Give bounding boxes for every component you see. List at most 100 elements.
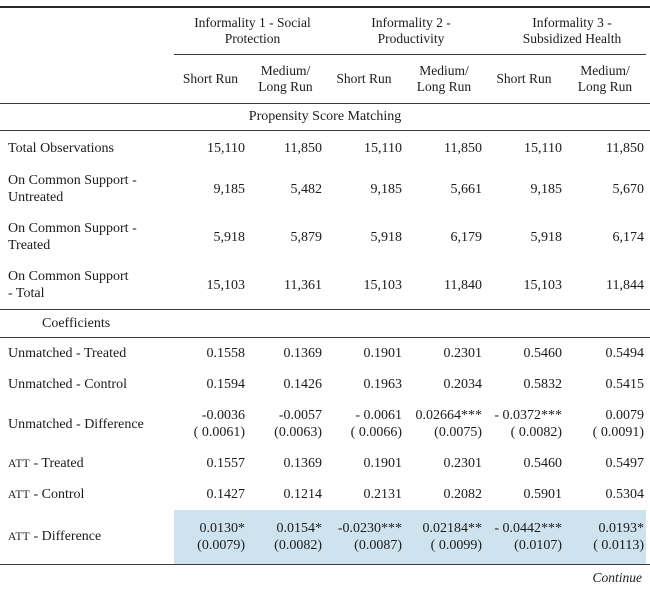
standard-error: (0.0082) (274, 538, 322, 553)
value-cell: 0.5901 (484, 479, 564, 510)
standard-error: ( 0.0099) (430, 538, 482, 553)
value: 0.1427 (206, 487, 246, 502)
value-cell: 0.02184** ( 0.0099) (404, 510, 484, 564)
divider (0, 103, 650, 104)
value: 0.5460 (523, 346, 563, 361)
value-cell: - 0.0442*** (0.0107) (484, 510, 564, 564)
value: 5,670 (612, 181, 645, 197)
value: 15,110 (207, 140, 245, 156)
value-cell: 5,918 (324, 213, 404, 261)
value-cell: 0.1901 (324, 448, 404, 479)
value-cell: 15,110 (324, 131, 404, 165)
value: 0.1963 (363, 377, 403, 392)
value-cell: 11,361 (247, 261, 324, 309)
value-cell: 5,879 (247, 213, 324, 261)
value: 5,918 (213, 229, 246, 245)
value: 0.5901 (523, 487, 563, 502)
divider (0, 337, 650, 338)
value: 15,103 (363, 277, 403, 293)
value-cell: 11,850 (404, 131, 484, 165)
standard-error: (0.0075) (434, 425, 482, 440)
value: 0.5497 (605, 456, 645, 471)
section-title-psm: Propensity Score Matching (248, 109, 402, 124)
row-label-smallcaps: ATT (8, 531, 30, 543)
value: 0.5832 (523, 377, 563, 392)
value-cell: 0.5497 (564, 448, 646, 479)
value-cell: 0.1963 (324, 369, 404, 400)
row-label: On Common Support - Untreated (8, 173, 137, 205)
table-row: On Common Support - Treated 5,918 5,879 5,9… (0, 213, 650, 261)
value: 0.1214 (283, 487, 323, 502)
value-cell: 0.2082 (404, 479, 484, 510)
value-cell: 0.2131 (324, 479, 404, 510)
row-label: ATT - Control (8, 486, 85, 502)
value-cell: 0.5304 (564, 479, 646, 510)
value: 0.2301 (443, 456, 483, 471)
value: 11,850 (606, 140, 644, 156)
standard-error: ( 0.0082) (510, 425, 562, 440)
value-cell: 5,670 (564, 165, 646, 213)
value: -0.0036 (201, 408, 245, 423)
value: -0.0230*** (337, 521, 402, 536)
value: 0.1426 (283, 377, 323, 392)
value-cell: 0.5460 (484, 338, 564, 369)
value-cell: 15,103 (484, 261, 564, 309)
row-label: Total Observations (8, 140, 114, 156)
value-cell: 0.0079 ( 0.0091) (564, 400, 646, 448)
value: 11,361 (284, 277, 322, 293)
table-bottom-rule (0, 564, 650, 565)
value: 0.02664*** (415, 408, 483, 423)
value-cell: -0.0036 ( 0.0061) (174, 400, 247, 448)
value-cell: 0.5494 (564, 338, 646, 369)
value: 11,840 (444, 277, 482, 293)
value-cell: 11,844 (564, 261, 646, 309)
value: 0.1901 (363, 346, 403, 361)
value-cell: 0.1369 (247, 338, 324, 369)
value-cell: 11,840 (404, 261, 484, 309)
standard-error: ( 0.0113) (593, 538, 644, 553)
value-cell: 5,661 (404, 165, 484, 213)
value-cell: 9,185 (174, 165, 247, 213)
value-cell: 0.1901 (324, 338, 404, 369)
value-cell: 15,110 (174, 131, 247, 165)
value: 9,185 (370, 181, 403, 197)
value: 0.5460 (523, 456, 563, 471)
value-cell: 5,482 (247, 165, 324, 213)
table-row: ATT - Difference 0.0130* (0.0079) 0.0154* (0… (0, 510, 650, 564)
table-row: On Common Support - Untreated 9,185 5,482 9… (0, 165, 650, 213)
value: 5,661 (450, 181, 483, 197)
value-cell: 0.0154* (0.0082) (247, 510, 324, 564)
value: 0.1901 (363, 456, 403, 471)
value-cell: 0.1426 (247, 369, 324, 400)
row-label: Unmatched - Control (8, 377, 127, 392)
table-row: Total Observations 15,110 11,850 15,110 11,8… (0, 131, 650, 165)
value-cell: - 0.0372*** ( 0.0082) (484, 400, 564, 448)
value: 6,174 (612, 229, 645, 245)
value-cell: 0.02664*** (0.0075) (404, 400, 484, 448)
value-cell: 0.1594 (174, 369, 247, 400)
value: 0.0079 (605, 408, 645, 423)
value: 15,110 (364, 140, 402, 156)
value: 0.1369 (283, 456, 323, 471)
value: 0.2082 (443, 487, 483, 502)
divider (0, 309, 650, 310)
col-header-6: Medium/ Long Run (577, 63, 633, 94)
divider (0, 130, 650, 131)
col-header-5: Short Run (496, 71, 552, 86)
value: 5,482 (290, 181, 323, 197)
value: 0.0154* (276, 521, 323, 536)
col-header-4: Medium/ Long Run (416, 63, 472, 94)
value: 5,918 (370, 229, 403, 245)
value-cell: 0.1558 (174, 338, 247, 369)
row-label: Unmatched - Treated (8, 346, 127, 361)
standard-error: (0.0107) (514, 538, 562, 553)
value: 0.5494 (605, 346, 645, 361)
value-cell: 9,185 (324, 165, 404, 213)
table-row: On Common Support - Total 15,103 11,361 15,… (0, 261, 650, 309)
table-row: ATT - Treated 0.1557 0.1369 0.1901 0.2301 0.5… (0, 448, 650, 479)
value-cell: 0.5832 (484, 369, 564, 400)
table-row: ATT - Control 0.1427 0.1214 0.2131 0.2082 0.5… (0, 479, 650, 510)
value-cell: 0.1427 (174, 479, 247, 510)
value-cell: 5,918 (484, 213, 564, 261)
